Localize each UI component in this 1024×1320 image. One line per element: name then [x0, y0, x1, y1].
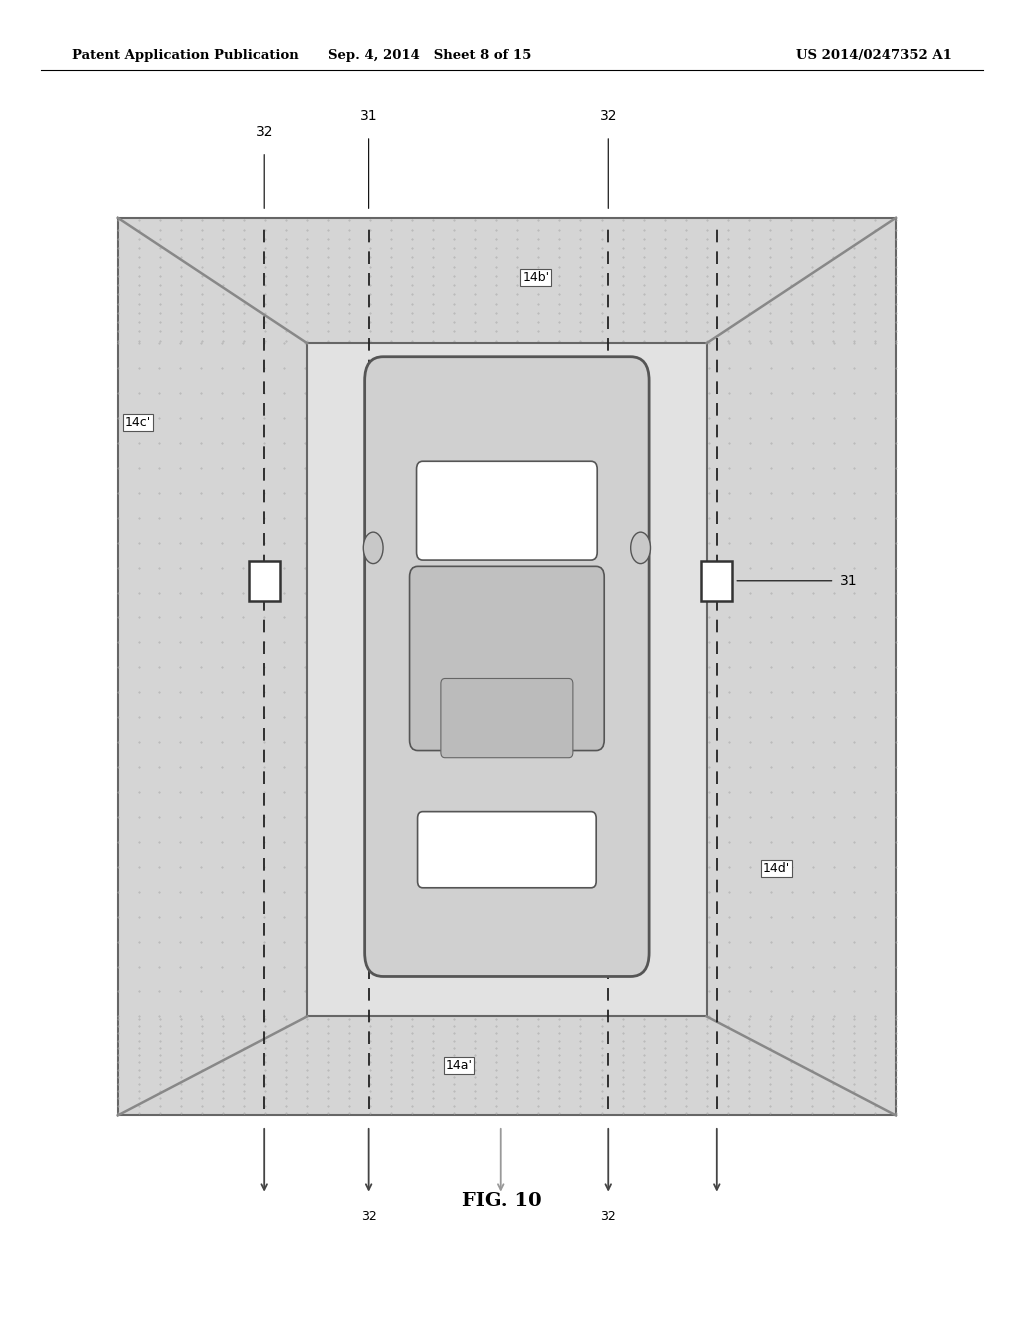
Bar: [249, 561, 280, 601]
Text: 32: 32: [255, 124, 273, 139]
FancyBboxPatch shape: [441, 678, 572, 758]
Text: 14c': 14c': [125, 416, 152, 429]
Text: 32: 32: [360, 1210, 377, 1224]
FancyBboxPatch shape: [410, 566, 604, 751]
Text: Sep. 4, 2014   Sheet 8 of 15: Sep. 4, 2014 Sheet 8 of 15: [329, 49, 531, 62]
Text: US 2014/0247352 A1: US 2014/0247352 A1: [797, 49, 952, 62]
Bar: [118, 218, 896, 1115]
Text: 14d': 14d': [763, 862, 791, 875]
FancyBboxPatch shape: [365, 356, 649, 977]
FancyBboxPatch shape: [417, 461, 597, 560]
Text: 32: 32: [600, 1210, 616, 1224]
Text: 14b': 14b': [522, 271, 549, 284]
Bar: [701, 561, 732, 601]
Text: FIG. 10: FIG. 10: [462, 1192, 542, 1210]
Ellipse shape: [364, 532, 383, 564]
Text: 31: 31: [840, 574, 857, 587]
Text: 31: 31: [359, 108, 378, 123]
Ellipse shape: [631, 532, 650, 564]
Text: 32: 32: [599, 108, 617, 123]
Text: 14a': 14a': [445, 1059, 472, 1072]
FancyBboxPatch shape: [418, 812, 596, 888]
Bar: [307, 343, 707, 1016]
Text: Patent Application Publication: Patent Application Publication: [72, 49, 298, 62]
